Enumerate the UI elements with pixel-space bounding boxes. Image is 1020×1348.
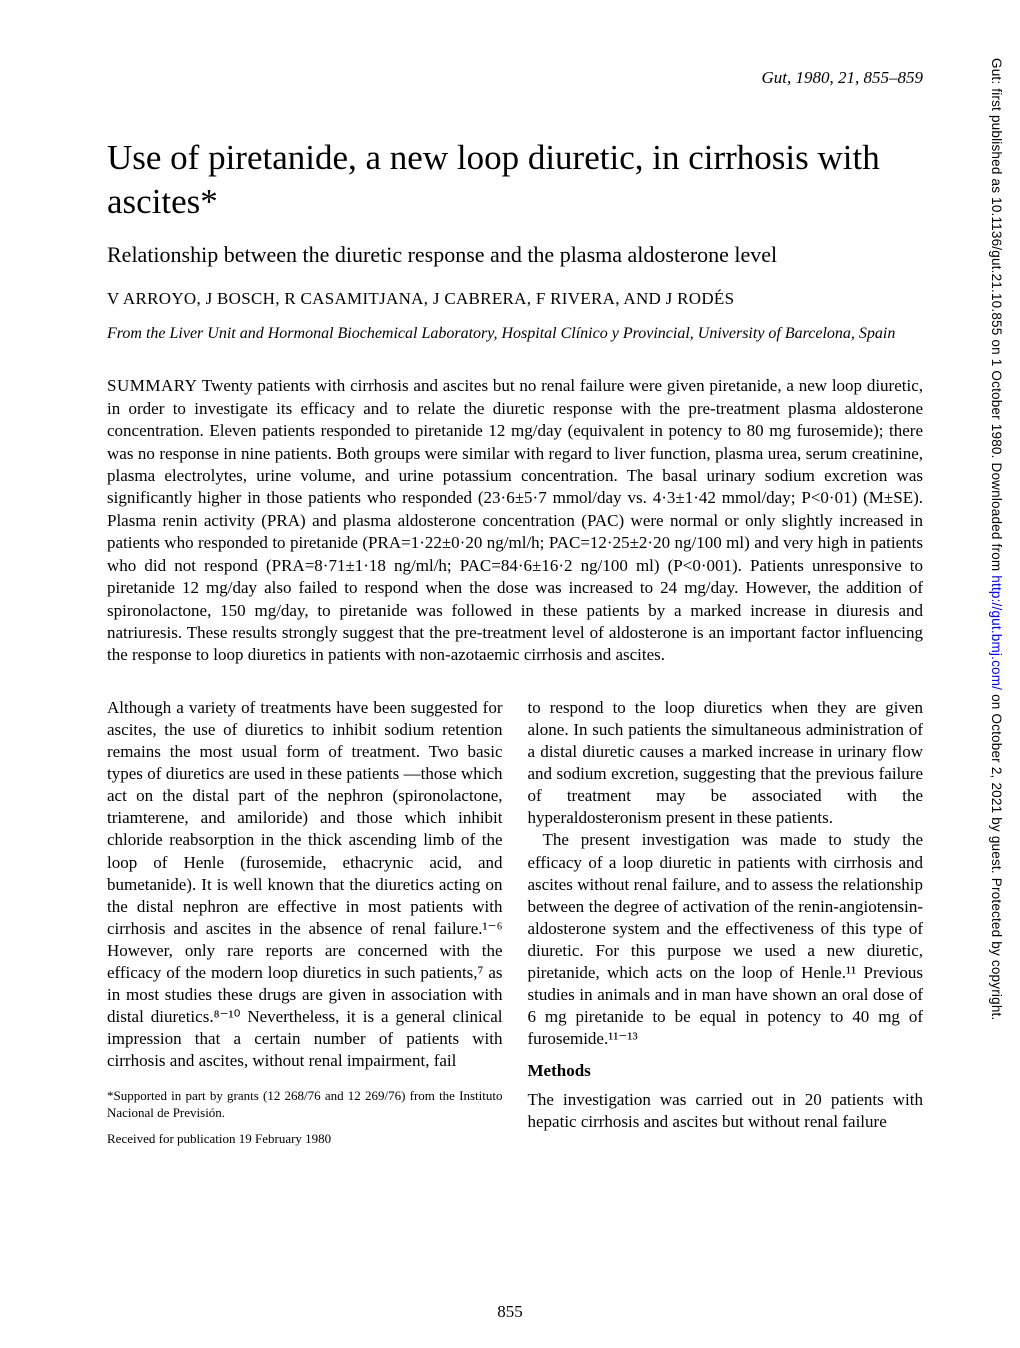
summary-text: Twenty patients with cirrhosis and ascit… [107, 376, 923, 664]
right-column: to respond to the loop diuretics when th… [528, 697, 924, 1155]
sidebar-link[interactable]: http://gut.bmj.com/ [989, 575, 1004, 690]
methods-header: Methods [528, 1060, 924, 1082]
sidebar-prefix: Gut: first published as 10.1136/gut.21.1… [989, 58, 1004, 575]
article-title: Use of piretanide, a new loop diuretic, … [107, 136, 923, 224]
article-subtitle: Relationship between the diuretic respon… [107, 242, 923, 268]
funding-footnote: *Supported in part by grants (12 268/76 … [107, 1087, 503, 1122]
received-footnote: Received for publication 19 February 198… [107, 1130, 503, 1148]
footnote-block: *Supported in part by grants (12 268/76 … [107, 1087, 503, 1148]
body-paragraph: The present investigation was made to st… [528, 829, 924, 1050]
sidebar-suffix: on October 2, 2021 by guest. Protected b… [989, 690, 1004, 1020]
copyright-sidebar: Gut: first published as 10.1136/gut.21.1… [989, 58, 1004, 1020]
body-columns: Although a variety of treatments have be… [107, 697, 923, 1155]
article-summary: SUMMARY Twenty patients with cirrhosis a… [107, 375, 923, 667]
journal-citation: Gut, 1980, 21, 855–859 [107, 68, 923, 88]
article-authors: V ARROYO, J BOSCH, R CASAMITJANA, J CABR… [107, 288, 923, 311]
article-affiliation: From the Liver Unit and Hormonal Biochem… [107, 324, 923, 345]
page-number: 855 [0, 1302, 1020, 1322]
body-paragraph: Although a variety of treatments have be… [107, 697, 503, 1073]
summary-label: SUMMARY [107, 376, 197, 395]
body-paragraph: The investigation was carried out in 20 … [528, 1089, 924, 1133]
body-paragraph: to respond to the loop diuretics when th… [528, 697, 924, 830]
left-column: Although a variety of treatments have be… [107, 697, 503, 1155]
